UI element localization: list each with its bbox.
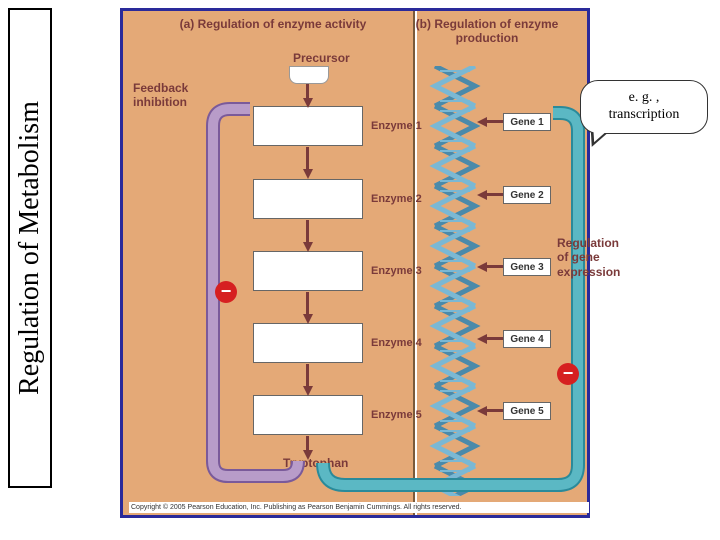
enzyme-box-4: [253, 323, 363, 363]
gene-arrow-icon-2: [477, 190, 487, 200]
title-box: Regulation of Metabolism: [8, 8, 52, 488]
arrow-down-icon-2: [303, 169, 313, 179]
arrow-stem-6: [306, 436, 309, 450]
arrow-down-icon-3: [303, 242, 313, 252]
enzyme-label-2: Enzyme 2: [371, 193, 422, 205]
gene-arrow-icon-5: [477, 406, 487, 416]
gene-arrow-stem-4: [486, 337, 503, 340]
panel-divider: [413, 11, 417, 515]
tryptophan-label: Tryptophan: [283, 456, 348, 470]
gene-box-3: Gene 3: [503, 258, 551, 276]
arrow-stem-1: [306, 84, 309, 98]
arrow-stem-5: [306, 364, 309, 386]
copyright-text: Copyright © 2005 Pearson Education, Inc.…: [129, 502, 589, 513]
minus-icon-2: −: [557, 363, 579, 385]
gene-arrow-stem-3: [486, 265, 503, 268]
callout-text: e. g. ,transcription: [609, 90, 680, 124]
enzyme-box-1: [253, 106, 363, 146]
enzyme-box-5: [253, 395, 363, 435]
enzyme-label-3: Enzyme 3: [371, 265, 422, 277]
arrow-stem-3: [306, 220, 309, 242]
enzyme-box-2: [253, 179, 363, 219]
enzyme-box-3: [253, 251, 363, 291]
callout-bubble: e. g. ,transcription: [580, 80, 708, 134]
enzyme-label-1: Enzyme 1: [371, 120, 422, 132]
arrow-down-icon-4: [303, 314, 313, 324]
precursor-shape: [289, 66, 329, 84]
feedback-inhibition-label: Feedbackinhibition: [133, 81, 188, 110]
dna-helix-icon: [425, 66, 485, 496]
gene-box-4: Gene 4: [503, 330, 551, 348]
precursor-label: Precursor: [293, 51, 350, 65]
gene-box-5: Gene 5: [503, 402, 551, 420]
arrow-stem-4: [306, 292, 309, 314]
page-title: Regulation of Metabolism: [14, 101, 46, 395]
diagram-frame: (a) Regulation of enzyme activity (b) Re…: [120, 8, 590, 518]
arrow-down-icon-5: [303, 386, 313, 396]
arrow-stem-2: [306, 147, 309, 169]
panel-a-title: (a) Regulation of enzyme activity: [163, 17, 383, 31]
gene-arrow-icon-4: [477, 334, 487, 344]
gene-arrow-stem-1: [486, 120, 503, 123]
minus-icon-1: −: [215, 281, 237, 303]
arrow-down-icon-1: [303, 98, 313, 108]
enzyme-label-4: Enzyme 4: [371, 337, 422, 349]
panel-b-title: (b) Regulation of enzyme production: [407, 17, 567, 46]
gene-arrow-stem-5: [486, 409, 503, 412]
arrow-down-icon-6: [303, 450, 313, 460]
gene-arrow-icon-1: [477, 117, 487, 127]
enzyme-label-5: Enzyme 5: [371, 409, 422, 421]
gene-arrow-stem-2: [486, 193, 503, 196]
gene-box-2: Gene 2: [503, 186, 551, 204]
gene-arrow-icon-3: [477, 262, 487, 272]
regulation-gene-label: Regulationof geneexpression: [557, 236, 637, 279]
gene-box-1: Gene 1: [503, 113, 551, 131]
